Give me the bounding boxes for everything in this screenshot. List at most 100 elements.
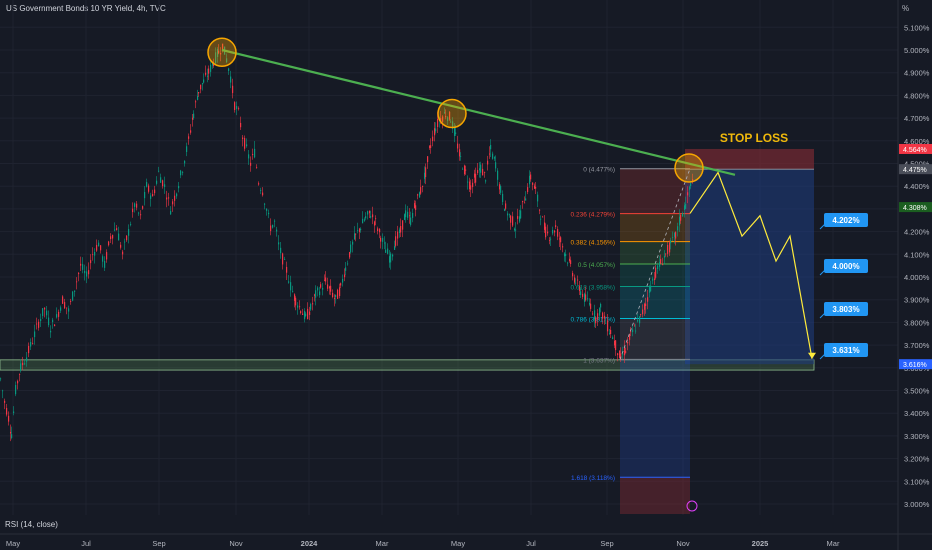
price-label-text: 4.475% [903, 167, 927, 174]
candle-body [327, 284, 329, 289]
candle-body [452, 121, 454, 129]
candle-body [375, 218, 377, 220]
candle-body [319, 291, 321, 296]
candle-body [604, 315, 606, 319]
candle-body [689, 186, 691, 190]
candle-body [450, 121, 452, 123]
candle-body [579, 285, 581, 292]
target-callout-box [824, 259, 868, 273]
projection-group [689, 171, 816, 359]
candle-body [98, 242, 100, 247]
candle-body [627, 341, 629, 344]
candle-body [315, 290, 317, 298]
candle-body [203, 79, 205, 83]
candle-body [260, 189, 262, 191]
candle-body [365, 216, 367, 219]
candle-body [550, 238, 552, 240]
target-callout-label: 3.631% [832, 346, 859, 355]
candle-body [339, 287, 341, 297]
y-tick-label: 4.200% [904, 228, 930, 237]
candle-body [252, 154, 254, 156]
candle-body [274, 220, 276, 222]
trendline-touch-circle [437, 98, 467, 129]
candle-body [202, 83, 204, 85]
candle-body [200, 84, 202, 90]
candle-body [90, 260, 92, 264]
candle-body [549, 240, 551, 241]
candle-body [565, 254, 567, 256]
candle-body [367, 211, 369, 215]
candle-body [597, 313, 599, 320]
candle-body [180, 170, 182, 176]
candle-body [52, 319, 54, 323]
candle-body [522, 200, 524, 203]
candle-body [359, 228, 361, 233]
candle-body [552, 229, 554, 234]
candle-body [662, 264, 664, 266]
candle-body [482, 168, 484, 176]
candle-body [82, 264, 84, 270]
candle-body [384, 242, 386, 244]
candle-body [290, 282, 292, 291]
target-callout-label: 4.000% [832, 262, 859, 271]
target-callout-box [824, 343, 868, 357]
candle-body [349, 252, 351, 258]
candle-body [92, 254, 94, 256]
candle-body [612, 337, 614, 340]
candle-body [419, 192, 421, 198]
candle-body [504, 208, 506, 211]
candle-body [124, 241, 126, 243]
candle-body [499, 184, 501, 190]
candle-body [459, 149, 461, 157]
candle-body [78, 272, 80, 275]
candle-body [435, 128, 437, 132]
candle-body [312, 303, 314, 305]
candle-body [172, 201, 174, 205]
fib-band [620, 241, 690, 265]
fib-band [620, 359, 690, 478]
zones [0, 148, 815, 371]
candle-body [228, 68, 230, 71]
candle-body [210, 64, 212, 72]
candle-body [615, 340, 617, 351]
candle-body [369, 210, 371, 214]
candle-body [667, 245, 669, 254]
y-tick-label: 4.500% [904, 160, 930, 169]
x-tick-label: 2025 [752, 539, 769, 548]
candle-body [617, 353, 619, 356]
candle-body [299, 306, 301, 308]
x-tick-label: 2024 [301, 539, 319, 548]
candle-body [599, 308, 601, 316]
y-tick-label: 5.000% [904, 46, 930, 55]
unit-toggle-button[interactable]: % [902, 4, 910, 13]
candle-body [280, 247, 282, 254]
x-tick-label: May [451, 539, 465, 548]
candle-body [659, 262, 661, 267]
y-tick-label: 4.100% [904, 250, 930, 259]
candle-body [15, 384, 17, 395]
candle-body [197, 95, 199, 100]
rsi-indicator-label[interactable]: RSI (14, close) [5, 520, 58, 529]
candle-body [545, 226, 547, 238]
candle-body [434, 128, 436, 136]
candle-body [574, 277, 576, 283]
candle-body [655, 267, 657, 278]
candle-body [38, 321, 40, 328]
candle-body [50, 330, 52, 333]
candle-body [519, 216, 521, 222]
candle-body [198, 92, 200, 94]
candle-body [13, 411, 15, 413]
y-tick-label: 3.800% [904, 318, 930, 327]
candle-body [215, 52, 217, 64]
candle-body [657, 265, 659, 270]
candle-body [547, 231, 549, 234]
candle-body [464, 165, 466, 175]
candle-body [240, 122, 242, 128]
fib-band [620, 286, 690, 319]
candle-body [335, 294, 337, 298]
candle-body [665, 253, 667, 255]
candle-body [619, 350, 621, 358]
candle-body [669, 242, 671, 253]
